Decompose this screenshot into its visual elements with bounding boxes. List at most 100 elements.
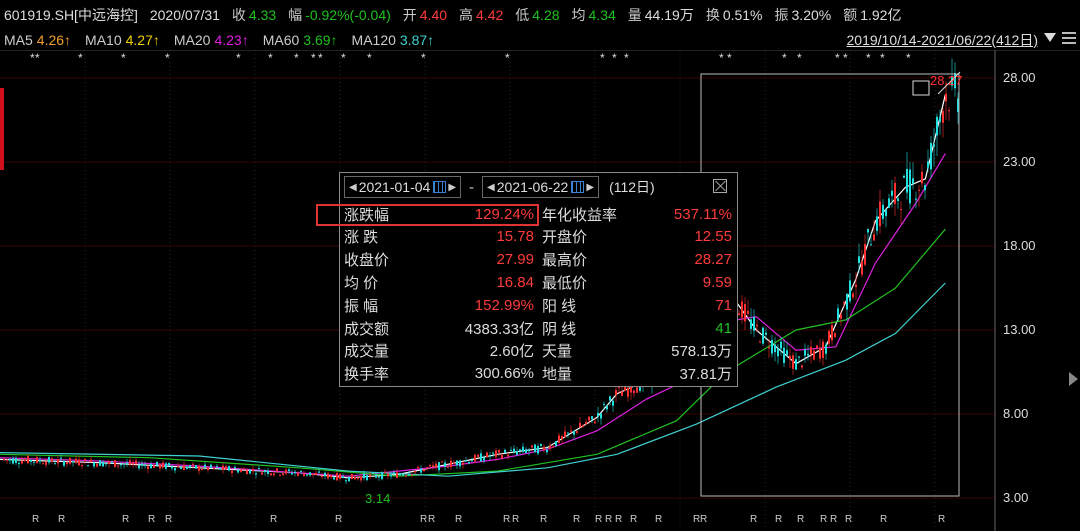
- candle-body: [447, 466, 449, 468]
- candle-body: [507, 454, 509, 457]
- candle-body: [192, 463, 194, 465]
- candle-body: [555, 441, 557, 447]
- rights-marker: R: [165, 514, 172, 525]
- candle-body: [948, 110, 950, 112]
- rights-marker: R: [845, 514, 852, 525]
- candle-body: [879, 201, 881, 227]
- candle-body: [807, 353, 809, 356]
- highlight-box: [316, 204, 539, 226]
- candle-body: [162, 462, 164, 468]
- candle-body: [213, 467, 215, 469]
- end-date-picker[interactable]: ◀ 2021-06-22 ▶: [482, 176, 600, 198]
- ma60-value: 3.69↑: [303, 32, 338, 48]
- candle-body: [444, 462, 446, 467]
- candle-body: [150, 464, 152, 469]
- candle-body: [180, 467, 182, 470]
- trough-label: 3.14: [365, 491, 390, 506]
- candle-body: [789, 355, 791, 360]
- date-range-selector[interactable]: 2019/10/14-2021/06/22(412日): [846, 32, 1038, 48]
- stat-name: 最低价: [542, 274, 588, 292]
- candle-body: [522, 446, 524, 452]
- candle-body: [138, 465, 140, 469]
- candle-body: [183, 465, 185, 471]
- candle-body: [606, 406, 608, 410]
- stat-name: 成交量: [344, 343, 390, 361]
- candle-body: [105, 463, 107, 465]
- chevron-down-icon[interactable]: [1044, 33, 1056, 42]
- stat-row: 年化收益率 537.11%: [542, 203, 732, 225]
- close-icon[interactable]: [713, 179, 727, 193]
- candle-body: [66, 462, 68, 465]
- candle-body: [312, 473, 314, 475]
- stat-value: 16.84: [496, 273, 534, 291]
- prev-arrow-icon[interactable]: ◀: [487, 181, 495, 193]
- kline-chart[interactable]: 28.00 23.00 18.00 13.00 8.00 3.00 28.27 3.14 * * *…: [0, 50, 1080, 531]
- prev-arrow-icon[interactable]: ◀: [349, 181, 357, 193]
- candle-body: [165, 463, 167, 469]
- rights-marker: R: [775, 514, 782, 525]
- candle-body: [135, 460, 137, 465]
- candle-body: [567, 432, 569, 434]
- candle-body: [513, 448, 515, 453]
- candle-body: [822, 341, 824, 358]
- candle-body: [315, 473, 317, 476]
- candle-body: [600, 413, 602, 419]
- candle-body: [867, 228, 869, 233]
- end-date-value[interactable]: 2021-06-22: [496, 179, 569, 195]
- candle-body: [570, 430, 572, 432]
- candle-body: [12, 458, 14, 464]
- rights-marker: R: [420, 514, 427, 525]
- candle-body: [429, 465, 431, 467]
- scroll-right-icon[interactable]: [1069, 372, 1078, 386]
- candle-body: [582, 425, 584, 427]
- avg-field: 均 4.34: [571, 7, 616, 23]
- candle-body: [186, 466, 188, 469]
- amount-field: 额 1.92亿: [843, 7, 902, 23]
- candle-body: [282, 473, 284, 475]
- candle-body: [558, 435, 560, 443]
- start-date-picker[interactable]: ◀ 2021-01-04 ▶: [344, 176, 462, 198]
- candle-body: [189, 465, 191, 468]
- candle-body: [114, 460, 116, 468]
- candle-body: [237, 470, 239, 473]
- rights-marker: R: [540, 514, 547, 525]
- candle-body: [750, 319, 752, 329]
- candle-body: [759, 341, 761, 343]
- candle-body: [636, 387, 638, 393]
- candle-body: [489, 455, 491, 457]
- ma20-label: MA20: [173, 32, 211, 48]
- candle-body: [15, 458, 17, 463]
- candle-body: [276, 468, 278, 472]
- candle-body: [441, 461, 443, 463]
- candle-body: [108, 461, 110, 464]
- stock-code[interactable]: 601919.SH[中远海控]: [4, 7, 138, 23]
- rights-marker: R: [122, 514, 129, 525]
- start-date-value[interactable]: 2021-01-04: [358, 179, 431, 195]
- calendar-icon[interactable]: [571, 181, 585, 193]
- candle-body: [78, 459, 80, 466]
- next-arrow-icon[interactable]: ▶: [586, 181, 595, 193]
- rights-marker: R: [512, 514, 519, 525]
- candle-body: [831, 325, 833, 341]
- candle-body: [75, 458, 77, 463]
- next-arrow-icon[interactable]: ▶: [448, 181, 457, 193]
- stat-value: 9.59: [702, 273, 732, 291]
- series-line-ma20: [0, 153, 946, 477]
- menu-icon[interactable]: [1062, 32, 1076, 44]
- candle-body: [564, 431, 566, 438]
- candle-body: [42, 463, 44, 465]
- candle-body: [411, 474, 413, 476]
- candle-body: [498, 450, 500, 453]
- candle-body: [873, 234, 875, 241]
- candle-body: [3, 458, 5, 460]
- candle-body: [96, 463, 98, 467]
- event-star-icon: *: [880, 51, 885, 65]
- stat-row: 涨 跌 15.78: [344, 226, 534, 248]
- candle-body: [483, 457, 485, 461]
- candle-body: [81, 465, 83, 467]
- candle-body: [741, 301, 743, 318]
- event-star-icon: *: [268, 51, 273, 65]
- calendar-icon[interactable]: [433, 181, 447, 193]
- y-tick-label: 28.00: [1003, 70, 1036, 85]
